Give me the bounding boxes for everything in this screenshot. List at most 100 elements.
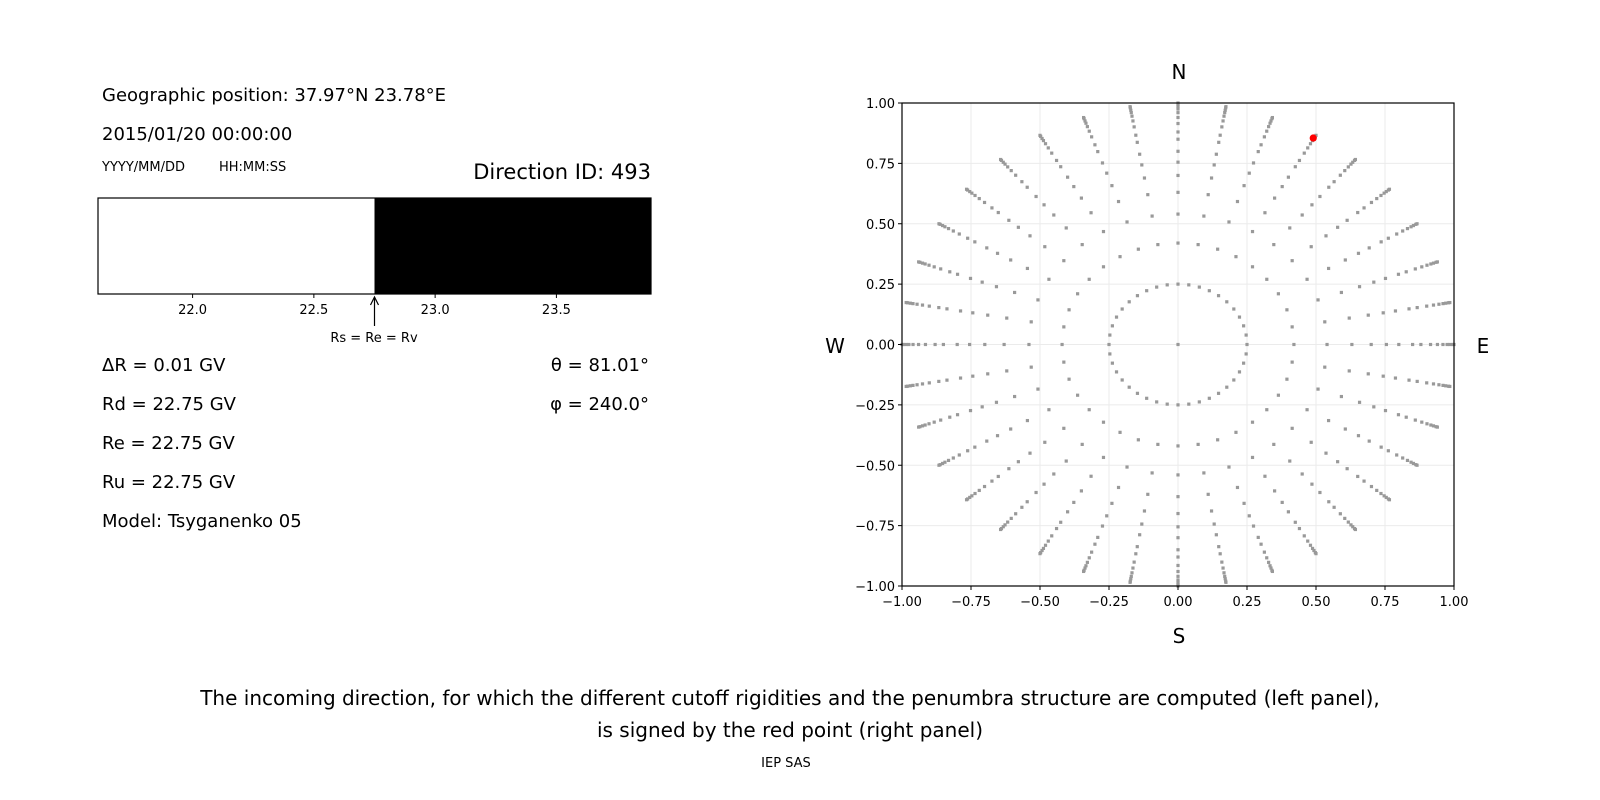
- direction-point: [1300, 213, 1304, 217]
- direction-point: [982, 200, 987, 205]
- direction-point: [1375, 196, 1379, 201]
- direction-point: [986, 313, 990, 317]
- direction-point: [1096, 150, 1100, 154]
- direction-point: [1269, 566, 1273, 570]
- direction-point: [1145, 289, 1149, 293]
- direction-point: [927, 263, 931, 267]
- direction-point: [1217, 545, 1221, 549]
- direction-point: [1176, 473, 1180, 477]
- direction-point: [1216, 247, 1220, 251]
- direction-point: [1404, 415, 1408, 419]
- direction-point: [1224, 105, 1228, 109]
- direction-point: [1223, 574, 1227, 578]
- direction-point: [1105, 171, 1109, 175]
- direction-point: [951, 229, 955, 233]
- direction-point: [1401, 456, 1405, 460]
- direction-point: [1435, 425, 1439, 429]
- direction-point: [1087, 408, 1091, 412]
- direction-point: [1209, 176, 1214, 180]
- direction-point: [932, 265, 936, 269]
- direction-point: [968, 495, 972, 500]
- direction-point: [1234, 430, 1238, 434]
- direction-point: [1214, 152, 1218, 156]
- direction-point: [1100, 161, 1105, 165]
- direction-point: [1290, 360, 1294, 364]
- direction-point: [920, 424, 925, 428]
- direction-point: [948, 270, 952, 274]
- direction-point: [1382, 191, 1386, 195]
- direction-point: [1054, 526, 1059, 531]
- direction-point: [1136, 438, 1140, 442]
- direction-point: [937, 222, 941, 226]
- x-tick-label: 23.5: [542, 303, 571, 318]
- direction-point: [916, 342, 921, 347]
- direction-point: [1323, 365, 1327, 369]
- direction-point: [1013, 290, 1017, 295]
- direction-point: [1369, 200, 1374, 205]
- direction-point: [1176, 115, 1180, 120]
- direction-point: [1009, 169, 1013, 173]
- direction-point: [1413, 267, 1417, 271]
- direction-point: [1129, 108, 1133, 112]
- direction-point: [1036, 298, 1040, 302]
- direction-point: [1107, 342, 1111, 347]
- direction-point: [1125, 465, 1129, 469]
- direction-point: [904, 384, 908, 389]
- direction-point: [1176, 107, 1180, 111]
- arrow-label: Rs = Re = Rv: [330, 331, 418, 346]
- direction-point: [1052, 213, 1056, 217]
- direction-point: [1431, 424, 1436, 428]
- direction-point: [1267, 560, 1271, 564]
- direction-point: [1131, 566, 1135, 570]
- direction-point: [1005, 369, 1009, 373]
- direction-point: [1259, 143, 1263, 147]
- direction-point: [1079, 489, 1083, 493]
- y-tick-label: −0.75: [855, 520, 895, 535]
- direction-point: [1444, 301, 1448, 305]
- direction-point: [1090, 550, 1094, 554]
- direction-point: [1324, 451, 1328, 455]
- direction-point: [1043, 440, 1047, 444]
- direction-point: [1096, 535, 1100, 539]
- direction-point: [951, 456, 955, 460]
- x-tick-label: −0.50: [1020, 595, 1060, 610]
- direction-point: [1040, 136, 1044, 141]
- direction-point: [998, 157, 1003, 162]
- direction-point: [1336, 225, 1340, 229]
- direction-point: [1326, 266, 1331, 271]
- direction-point: [1234, 255, 1238, 259]
- direction-point: [923, 262, 927, 266]
- direction-point: [1327, 500, 1331, 504]
- direction-point: [1101, 229, 1106, 234]
- direction-point: [966, 449, 970, 453]
- direction-point: [1316, 387, 1320, 391]
- direction-point: [1042, 203, 1046, 207]
- direction-point: [1002, 342, 1006, 347]
- direction-point: [1343, 258, 1347, 262]
- direction-point: [985, 246, 989, 250]
- direction-point: [1285, 308, 1289, 312]
- x-tick-label: 0.25: [1233, 595, 1262, 610]
- direction-point: [1441, 302, 1445, 306]
- direction-point: [1245, 342, 1249, 347]
- direction-point: [1306, 539, 1310, 543]
- direction-point: [1059, 165, 1063, 169]
- direction-point: [1415, 222, 1419, 226]
- x-tick-label: 22.5: [299, 303, 328, 318]
- direction-point: [1372, 405, 1376, 409]
- direction-point: [973, 491, 977, 496]
- direction-point: [1314, 133, 1318, 137]
- direction-point: [1411, 461, 1416, 466]
- direction-point: [1227, 220, 1231, 224]
- direction-point: [1350, 342, 1354, 347]
- direction-point: [1220, 125, 1224, 129]
- direction-point: [1116, 485, 1121, 490]
- direction-point: [996, 210, 1000, 215]
- direction-point: [990, 206, 994, 210]
- direction-point: [1034, 490, 1038, 495]
- direction-point: [1265, 556, 1269, 560]
- direction-point: [1138, 152, 1142, 156]
- direction-point: [1393, 309, 1398, 313]
- direction-point: [1041, 546, 1046, 551]
- direction-point: [1357, 285, 1362, 289]
